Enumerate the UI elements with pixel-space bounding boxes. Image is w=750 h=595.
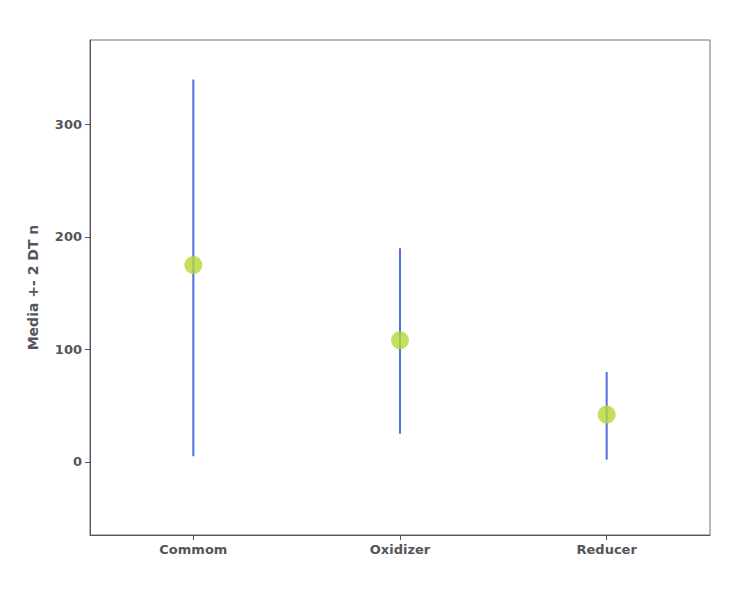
svg-text:300: 300 bbox=[55, 117, 82, 132]
svg-text:100: 100 bbox=[55, 342, 82, 357]
svg-text:0: 0 bbox=[73, 454, 82, 469]
svg-text:Commom: Commom bbox=[159, 542, 227, 557]
svg-text:Reducer: Reducer bbox=[577, 542, 638, 557]
svg-text:Oxidizer: Oxidizer bbox=[370, 542, 431, 557]
svg-text:200: 200 bbox=[55, 229, 82, 244]
svg-text:Media +- 2 DT n: Media +- 2 DT n bbox=[25, 225, 41, 351]
